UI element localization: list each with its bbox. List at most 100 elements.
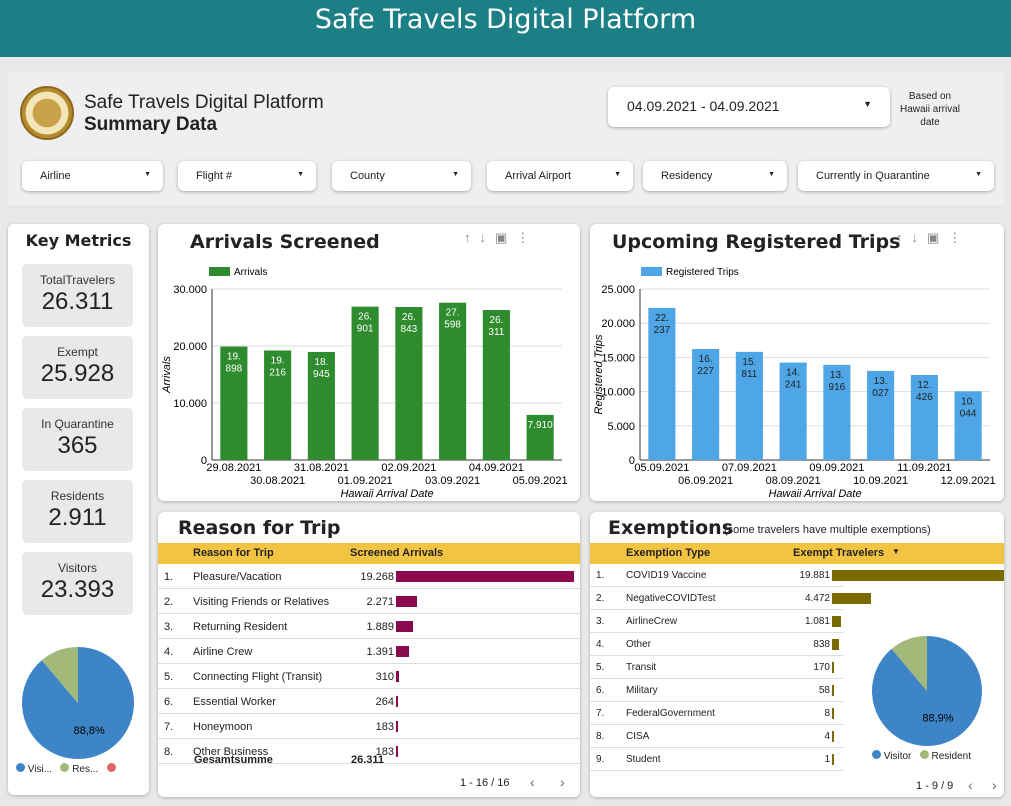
table-row[interactable]: 2. NegativeCOVIDTest 4.472 <box>590 587 871 610</box>
row-index: 3. <box>164 621 174 633</box>
table-row[interactable]: 8. CISA 4 <box>590 725 843 748</box>
table-row[interactable]: 8. Other Business 183 <box>158 739 580 764</box>
bar[interactable] <box>264 350 292 460</box>
legend-label-residents: Res... <box>72 764 99 775</box>
filter-dropdown[interactable]: Airline ▼ <box>22 161 163 191</box>
row-index: 5. <box>596 662 605 673</box>
table-row[interactable]: 6. Military 58 <box>590 679 843 702</box>
metric-label: Visitors <box>57 561 98 575</box>
x-tick-label: 09.09.2021 <box>809 462 864 474</box>
filter-dropdown[interactable]: Residency ▼ <box>643 161 787 191</box>
row-bar <box>832 662 834 673</box>
exemptions-table-header: Exemption Type Exempt Travelers ▼ <box>590 543 1004 564</box>
row-value: 264 <box>375 696 394 708</box>
total-value: 26.311 <box>351 754 385 766</box>
table-row[interactable]: 5. Connecting Flight (Transit) 310 <box>158 664 580 689</box>
table-row[interactable]: 4. Airline Crew 1.391 <box>158 639 580 664</box>
bar[interactable] <box>439 302 467 460</box>
filter-dropdown[interactable]: Arrival Airport ▼ <box>487 161 633 191</box>
table-row[interactable]: 2. Visiting Friends or Relatives 2.271 <box>158 589 580 614</box>
col-reason[interactable]: Reason for Trip <box>193 547 274 559</box>
reason-pager: 1 - 16 / 16 <box>460 777 510 789</box>
row-label: NegativeCOVIDTest <box>626 593 716 604</box>
bar[interactable] <box>692 349 720 460</box>
filter-label: County <box>350 170 385 182</box>
col-exemption-type[interactable]: Exemption Type <box>626 547 711 559</box>
row-label: COVID19 Vaccine <box>626 570 707 581</box>
filter-dropdown[interactable]: County ▼ <box>332 161 471 191</box>
row-label: Returning Resident <box>193 621 288 633</box>
filter-dropdown[interactable]: Flight # ▼ <box>178 161 316 191</box>
legend-dot <box>60 763 70 772</box>
row-bar <box>396 646 409 657</box>
table-row[interactable]: 9. Student 1 <box>590 748 843 771</box>
table-row[interactable]: 6. Essential Worker 264 <box>158 689 580 714</box>
bar[interactable] <box>395 306 423 460</box>
state-seal-logo <box>20 86 74 140</box>
bar[interactable] <box>735 351 763 460</box>
legend-dot <box>106 763 116 772</box>
exemptions-pager: 1 - 9 / 9 <box>916 780 954 792</box>
sort-desc-icon[interactable]: ▼ <box>892 547 900 556</box>
bar[interactable] <box>910 375 938 460</box>
bar[interactable] <box>867 370 895 460</box>
bar[interactable] <box>351 306 379 460</box>
col-exempt-travelers[interactable]: Exempt Travelers <box>793 547 885 559</box>
prev-page-button[interactable]: ‹ <box>968 777 973 793</box>
row-index: 2. <box>164 596 174 608</box>
pie-percent-label: 88,9% <box>922 712 953 724</box>
bar[interactable] <box>526 414 554 460</box>
chart-toolbar[interactable]: ↑↓▣⋮ <box>464 230 539 245</box>
row-value: 1.081 <box>804 616 830 627</box>
row-bar <box>832 754 834 765</box>
bar[interactable] <box>482 310 510 460</box>
prev-page-button[interactable]: ‹ <box>530 774 535 790</box>
row-bar <box>396 721 398 732</box>
table-row[interactable]: 5. Transit 170 <box>590 656 843 679</box>
filter-label: Residency <box>661 170 713 182</box>
row-value: 1.391 <box>366 646 394 658</box>
table-row[interactable]: 3. Returning Resident 1.889 <box>158 614 580 639</box>
row-index: 6. <box>164 696 174 708</box>
bar[interactable] <box>307 352 335 460</box>
legend-dot <box>919 750 929 759</box>
table-row[interactable]: 7. Honeymoon 183 <box>158 714 580 739</box>
trips-title: Upcoming Registered Trips <box>612 231 901 253</box>
metric-value: 23.393 <box>40 576 115 603</box>
exemptions-card: Exemptions (some travelers have multiple… <box>590 512 1004 797</box>
table-row[interactable]: 7. FederalGovernment 8 <box>590 702 843 725</box>
date-range-picker[interactable]: 04.09.2021 - 04.09.2021 ▼ <box>608 87 890 127</box>
next-page-button[interactable]: › <box>992 777 997 793</box>
legend-label: Arrivals <box>234 267 267 278</box>
key-metrics-card: Key Metrics TotalTravelers 26.311 Exempt 25… <box>8 224 149 795</box>
legend-dot <box>16 763 25 772</box>
pie-slice-residents[interactable] <box>891 636 927 691</box>
bar[interactable] <box>648 307 676 460</box>
legend-label-resident: Resident <box>931 751 971 762</box>
arrivals-card: Arrivals Screened ↑↓▣⋮ Arrivals 0 10.000 20… <box>158 224 580 501</box>
pie-slice-residents[interactable] <box>41 647 78 703</box>
filter-dropdown[interactable]: Currently in Quarantine ▼ <box>798 161 994 191</box>
col-screened[interactable]: Screened Arrivals <box>350 547 444 559</box>
legend-swatch <box>209 267 230 276</box>
table-row[interactable]: 1. COVID19 Vaccine 19.881 <box>590 564 1004 587</box>
chart-toolbar[interactable]: ↑↓▣⋮ <box>896 230 971 245</box>
bar[interactable] <box>220 346 248 460</box>
next-page-button[interactable]: › <box>560 774 565 790</box>
report-subtitle: Summary Data <box>84 114 218 135</box>
row-label: Airline Crew <box>193 646 253 658</box>
bar[interactable] <box>954 391 982 460</box>
bar[interactable] <box>823 364 851 460</box>
y-axis-label: Arrivals <box>161 356 173 394</box>
pie-percent-label: 88,8% <box>74 725 105 737</box>
table-row[interactable]: 3. AirlineCrew 1.081 <box>590 610 843 633</box>
bar-value-label: 16. 227 <box>697 354 714 377</box>
bar[interactable] <box>779 362 807 460</box>
row-value: 183 <box>375 746 394 758</box>
table-row[interactable]: 1. Pleasure/Vacation 19.268 <box>158 564 580 589</box>
x-tick-label: 04.09.2021 <box>469 462 524 474</box>
table-row[interactable]: 4. Other 838 <box>590 633 843 656</box>
exemptions-pie-legend: Visitor Resident <box>872 750 992 762</box>
filter-label: Flight # <box>196 170 233 182</box>
date-range-value: 04.09.2021 - 04.09.2021 <box>627 98 780 114</box>
